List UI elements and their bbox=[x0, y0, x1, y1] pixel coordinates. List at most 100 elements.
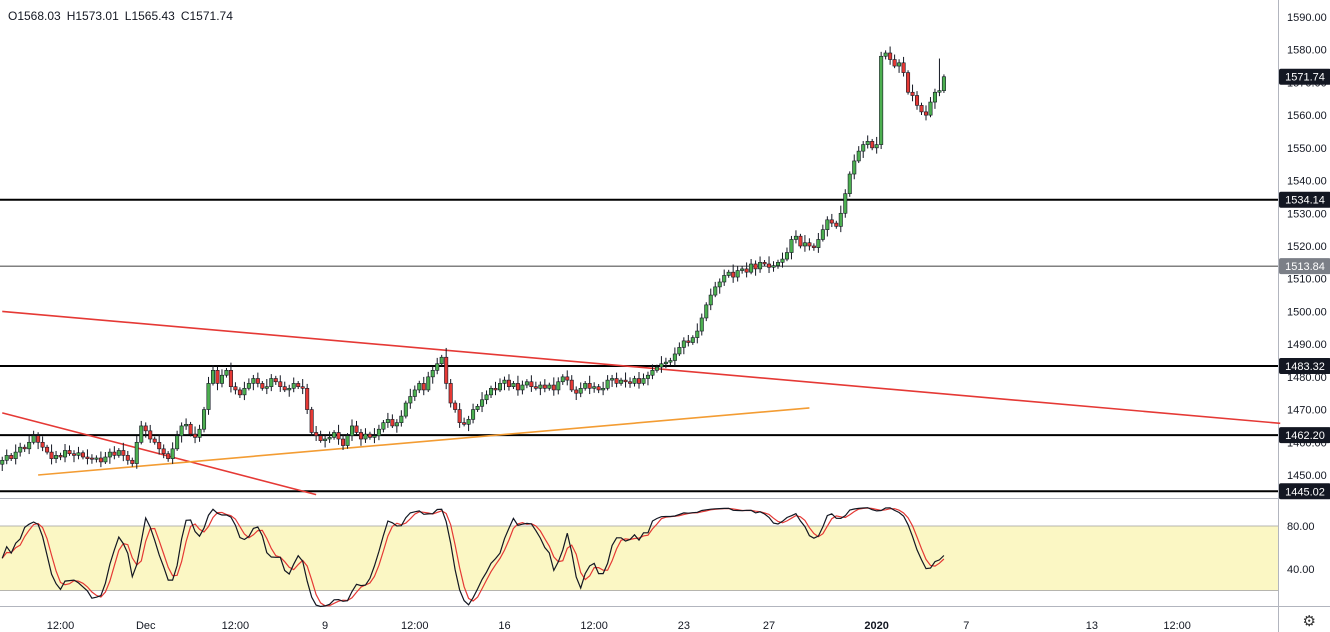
candle-body bbox=[282, 386, 287, 391]
candle-body bbox=[610, 378, 615, 381]
trendline-rising-support[interactable] bbox=[38, 407, 810, 476]
candle-body bbox=[453, 402, 458, 410]
time-tick-label: 7 bbox=[963, 620, 969, 632]
candle-body bbox=[941, 76, 946, 91]
candle-body bbox=[4, 455, 9, 461]
candle-body bbox=[619, 379, 624, 384]
candle-body bbox=[897, 62, 902, 67]
candle-body bbox=[892, 59, 897, 67]
price-tick-label: 1470.00 bbox=[1287, 405, 1327, 417]
time-tick-label: 9 bbox=[322, 620, 328, 632]
candle-body bbox=[94, 457, 99, 460]
candle-body bbox=[197, 428, 202, 438]
stochastic-tick-label: 40.00 bbox=[1287, 564, 1315, 576]
candle-body bbox=[246, 383, 251, 389]
candle-body bbox=[390, 419, 395, 427]
candle-body bbox=[103, 456, 108, 463]
candle-body bbox=[49, 451, 54, 459]
candle-body bbox=[67, 450, 72, 455]
candle-body bbox=[475, 405, 480, 410]
price-tag bbox=[1279, 258, 1330, 275]
candle-body bbox=[408, 396, 413, 404]
price-tick-label: 1580.00 bbox=[1287, 45, 1327, 57]
candle-body bbox=[112, 451, 117, 456]
candle-body bbox=[480, 399, 485, 407]
candle-body bbox=[143, 425, 148, 432]
candle-body bbox=[210, 370, 216, 384]
trendline-descending-resistance[interactable] bbox=[2, 310, 1281, 425]
candle-body bbox=[444, 356, 449, 384]
candle-body bbox=[471, 409, 476, 420]
candle-body bbox=[9, 455, 14, 459]
candle-body bbox=[923, 111, 928, 116]
candle-body bbox=[273, 378, 278, 383]
candle-body bbox=[417, 383, 422, 391]
candle-body bbox=[363, 433, 368, 440]
stochastic-tick-label: 80.00 bbox=[1287, 521, 1315, 533]
ohlc-legend: O1568.03 H1573.01 L1565.43 C1571.74 bbox=[8, 9, 239, 23]
candle-body bbox=[789, 239, 794, 253]
candle-body bbox=[233, 386, 238, 391]
candle-body bbox=[327, 437, 332, 440]
stochastic-k-line bbox=[1, 507, 945, 608]
candle-body bbox=[708, 294, 713, 306]
gear-icon[interactable]: ⚙ bbox=[1302, 613, 1316, 630]
time-tick-label: 27 bbox=[763, 620, 775, 632]
candle-body bbox=[89, 457, 94, 460]
candle-body bbox=[336, 432, 341, 440]
price-tick-label: 1500.00 bbox=[1287, 306, 1327, 318]
candle-body bbox=[0, 459, 5, 465]
candle-body bbox=[780, 258, 785, 263]
ohlc-low: L1565.43 bbox=[124, 9, 175, 23]
candle-body bbox=[659, 363, 664, 368]
stochastic-band bbox=[0, 526, 1278, 591]
candle-body bbox=[802, 242, 807, 247]
price-tick-label: 1520.00 bbox=[1287, 241, 1327, 253]
price-tag bbox=[1279, 191, 1330, 208]
price-tag-label: 1534.14 bbox=[1285, 195, 1325, 207]
candle-body bbox=[260, 383, 265, 389]
ohlc-open: O1568.03 bbox=[8, 9, 61, 23]
candle-body bbox=[305, 388, 310, 410]
candle-body bbox=[838, 212, 843, 227]
candle-body bbox=[63, 450, 68, 458]
candle-body bbox=[139, 425, 144, 443]
candle-body bbox=[318, 435, 323, 441]
candle-body bbox=[323, 438, 328, 441]
candle-body bbox=[130, 459, 135, 464]
candle-body bbox=[202, 409, 207, 430]
candle-body bbox=[13, 451, 18, 459]
candle-body bbox=[726, 271, 731, 276]
candle-body bbox=[58, 455, 63, 458]
candle-body bbox=[758, 262, 763, 270]
candle-body bbox=[193, 433, 198, 438]
time-tick-label: Dec bbox=[136, 620, 156, 632]
candle-body bbox=[255, 378, 260, 384]
candle-body bbox=[601, 388, 606, 391]
candle-body bbox=[40, 441, 45, 448]
candle-body bbox=[228, 370, 233, 387]
candle-body bbox=[166, 453, 171, 459]
candle-body bbox=[219, 374, 224, 384]
candle-body bbox=[870, 141, 875, 149]
candle-body bbox=[520, 384, 525, 391]
candle-body bbox=[592, 386, 597, 389]
candle-body bbox=[852, 160, 857, 175]
candle-body bbox=[798, 235, 803, 247]
price-tag-label: 1571.74 bbox=[1285, 72, 1325, 84]
candle-body bbox=[834, 222, 839, 227]
candle-body bbox=[551, 384, 556, 391]
price-tag-label: 1483.32 bbox=[1285, 361, 1325, 373]
candle-body bbox=[614, 378, 619, 384]
candle-body bbox=[865, 141, 870, 145]
price-tick-label: 1530.00 bbox=[1287, 208, 1327, 220]
candle-body bbox=[663, 361, 668, 365]
candle-body bbox=[560, 376, 565, 383]
candle-body bbox=[807, 242, 812, 247]
candle-body bbox=[36, 435, 41, 443]
candle-body bbox=[524, 381, 529, 386]
candle-body bbox=[793, 235, 798, 240]
candle-body bbox=[421, 383, 426, 391]
candle-body bbox=[489, 388, 494, 396]
